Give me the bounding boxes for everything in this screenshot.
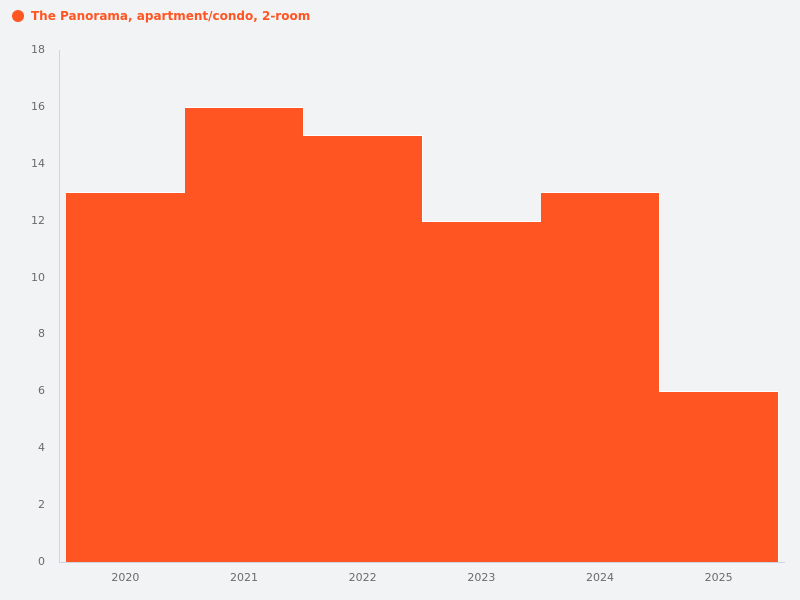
y-tick-label: 0 — [38, 555, 45, 568]
x-tick-label: 2024 — [586, 571, 614, 584]
x-tick-label: 2022 — [348, 571, 377, 584]
y-tick-label: 14 — [31, 156, 45, 170]
bar-2024[interactable] — [540, 192, 661, 562]
x-axis-line — [59, 562, 785, 563]
bar-2020[interactable] — [66, 192, 186, 562]
x-tick-label: 2025 — [704, 571, 733, 584]
legend-label: The Panorama, apartment/condo, 2-room — [31, 9, 311, 23]
x-tick-label: 2021 — [230, 571, 258, 584]
bar-2022[interactable] — [303, 135, 423, 562]
y-tick-label: 16 — [31, 99, 45, 113]
y-tick-label: 8 — [38, 327, 45, 341]
y-tick-label: 2 — [38, 498, 45, 512]
y-tick-label: 10 — [31, 270, 45, 284]
bar-2021[interactable] — [184, 106, 305, 562]
legend[interactable]: The Panorama, apartment/condo, 2-room — [12, 9, 310, 23]
x-tick-label: 2023 — [467, 571, 496, 584]
bar-2025[interactable] — [659, 391, 779, 562]
legend-marker-icon — [12, 10, 24, 22]
y-tick-label: 4 — [38, 441, 45, 455]
x-tick-label: 2020 — [111, 571, 140, 584]
y-tick-label: 6 — [38, 384, 45, 398]
y-tick-label: 18 — [31, 43, 45, 56]
y-axis-line — [59, 50, 60, 562]
y-tick-label: 12 — [31, 213, 45, 227]
bar-2023[interactable] — [422, 220, 542, 562]
